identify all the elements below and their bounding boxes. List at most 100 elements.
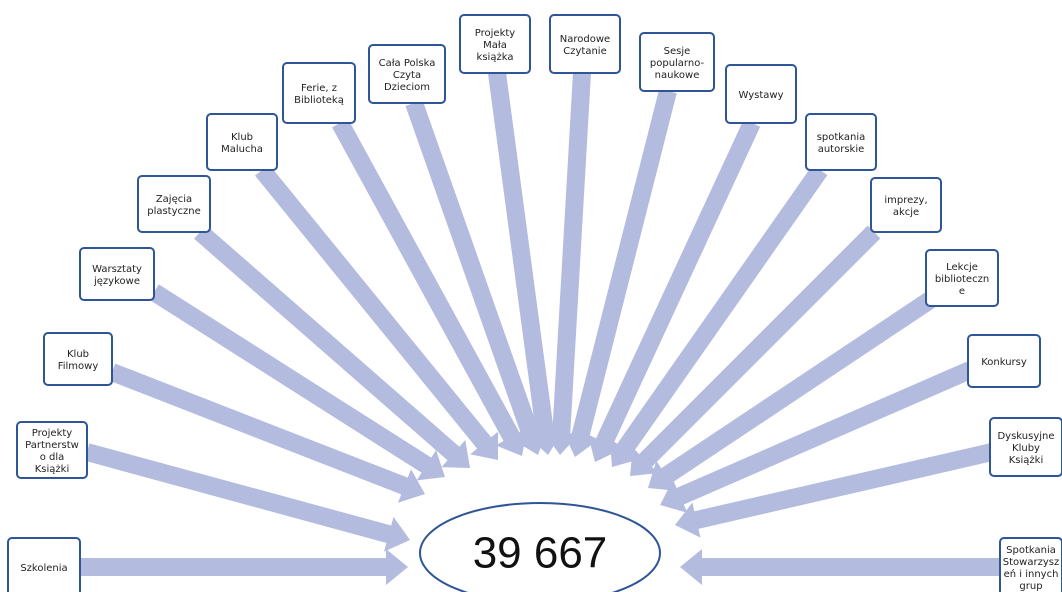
node-label: Cała Polska — [379, 58, 436, 69]
node-label: Spotkania — [1006, 545, 1056, 556]
node-label: autorskie — [818, 144, 865, 155]
node-label: Narodowe — [560, 34, 610, 45]
node-box — [999, 537, 1062, 592]
center-ellipse — [419, 502, 661, 592]
node-label: Zajęcia — [156, 194, 192, 205]
node-label: Mała — [483, 40, 507, 51]
node-box — [459, 14, 531, 74]
node-label: Ferie, z — [301, 83, 337, 94]
node-label: książka — [477, 52, 514, 63]
arrow — [108, 363, 426, 503]
arrow — [332, 118, 528, 456]
node-label: Wystawy — [739, 90, 784, 101]
node-box — [549, 14, 621, 74]
node-label: Książki — [1009, 455, 1044, 466]
node-label: biblioteczn — [935, 274, 989, 285]
node-box — [805, 113, 877, 171]
arrow — [630, 225, 881, 476]
node-label: Kluby — [1012, 443, 1040, 454]
arrow — [194, 225, 470, 468]
node-label: Stowarzysz — [1003, 557, 1059, 568]
node-label: akcje — [893, 207, 919, 218]
node-box — [137, 175, 211, 233]
node-box — [282, 62, 356, 124]
node-label: Klub — [231, 132, 253, 143]
node-label: Czytanie — [563, 46, 606, 57]
node-box — [368, 44, 446, 104]
node-label: Dzieciom — [384, 82, 430, 93]
center-value: 39 667 — [473, 529, 608, 578]
node-box — [967, 334, 1041, 388]
arrow — [587, 119, 761, 463]
node: Konkursy — [967, 334, 1041, 388]
node-label: Czyta — [393, 70, 421, 81]
node-label: Książki — [35, 464, 70, 475]
arrow — [255, 164, 499, 461]
arrow — [562, 88, 677, 458]
node-label: Filmowy — [58, 361, 99, 372]
arrow — [488, 71, 563, 456]
node-label: eń i innych — [1004, 568, 1059, 580]
node-label: plastyczne — [147, 206, 201, 217]
node-label: imprezy, — [884, 195, 927, 206]
node-label: e — [959, 286, 965, 297]
node-label: Konkursy — [981, 357, 1027, 368]
node: Szkolenia — [7, 537, 81, 592]
node-box — [925, 249, 999, 307]
node-label: Dyskusyjne — [997, 431, 1054, 442]
node-label: grup — [1019, 581, 1042, 592]
node: Wystawy — [725, 64, 797, 124]
node-label: Partnerstw — [25, 440, 79, 451]
arrow — [609, 164, 828, 468]
node-label: Projekty — [32, 428, 73, 439]
node-label: Klub — [67, 349, 89, 360]
node-box — [639, 32, 715, 92]
node-label: Lekcje — [946, 262, 978, 273]
node-label: Szkolenia — [20, 563, 67, 574]
node-box — [989, 417, 1062, 477]
node-label: Projekty — [475, 28, 516, 39]
arrow — [660, 361, 974, 513]
node-box — [7, 537, 81, 592]
node: imprezy,akcje — [870, 177, 942, 233]
arrow — [405, 100, 548, 455]
node-label: spotkania — [817, 132, 866, 143]
node-box — [43, 332, 113, 386]
arrow — [149, 284, 445, 481]
node-box — [16, 421, 88, 479]
arrow — [84, 443, 410, 552]
node-box — [206, 113, 278, 171]
node-label: Warsztaty — [92, 264, 142, 275]
node-label: popularno- — [650, 58, 705, 69]
arrow — [648, 292, 935, 491]
node-label: Malucha — [221, 144, 263, 155]
arrows — [80, 71, 1000, 585]
node-box — [870, 177, 942, 233]
arrow — [675, 443, 995, 538]
node-label: o dla — [40, 452, 65, 463]
node-label: Sesje — [664, 46, 691, 57]
node-label: naukowe — [655, 70, 700, 81]
arrow — [680, 549, 1000, 585]
node-label: Biblioteką — [294, 95, 344, 106]
node-box — [725, 64, 797, 124]
node-box — [79, 247, 155, 301]
arrow — [80, 549, 408, 585]
arrow — [543, 72, 591, 455]
node-label: językowe — [93, 276, 140, 287]
